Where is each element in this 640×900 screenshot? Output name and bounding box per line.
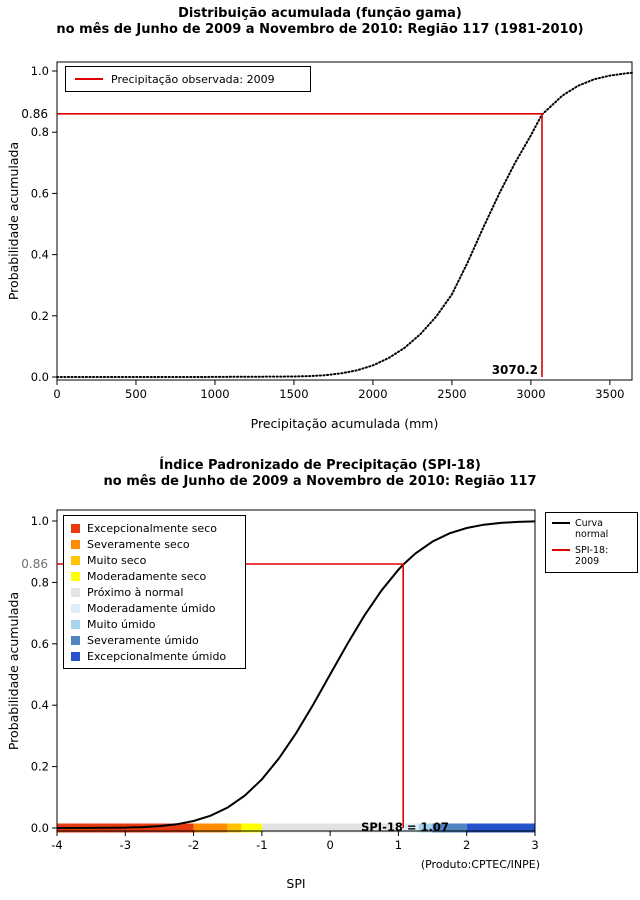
red-line-sample: [552, 549, 570, 551]
category-label: Próximo à normal: [87, 585, 184, 599]
legend-item-muito-umido: Muito úmido: [64, 616, 245, 632]
spi-category-bar-segment: [241, 823, 262, 833]
x-tick-label: -1: [256, 838, 267, 852]
spi-line-legend: Curva normal SPI-18: 2009: [545, 512, 638, 573]
category-label: Muito seco: [87, 553, 147, 567]
category-swatch: [71, 619, 80, 629]
chart2-y-axis-label: Probabilidade acumulada: [6, 591, 21, 751]
category-swatch: [71, 523, 80, 533]
category-swatch: [71, 587, 80, 597]
category-swatch: [71, 539, 80, 549]
line-legend-label: Curva normal: [575, 518, 609, 540]
x-tick-label: 500: [125, 387, 147, 401]
chart1-x-axis-label: Precipitação acumulada (mm): [250, 416, 439, 431]
chart1-subtitle: no mês de Junho de 2009 a Novembro de 20…: [56, 22, 584, 37]
spi-category-bar-segment: [466, 823, 535, 833]
legend-item-proximo-a-normal: Próximo à normal: [64, 584, 245, 600]
category-label: Excepcionalmente úmido: [87, 649, 227, 663]
y-tick-label: 0.8: [31, 125, 49, 139]
red-line-sample: [75, 78, 103, 80]
y-tick-label: 1.0: [31, 514, 49, 528]
plot-border: [56, 61, 633, 381]
black-line-sample: [552, 522, 570, 524]
spi-category-bar-segment: [261, 823, 399, 833]
chart1-title: Distribuição acumulada (função gama): [178, 6, 462, 21]
spi-category-bar-segment: [193, 823, 228, 833]
category-swatch: [71, 651, 80, 661]
y-tick-label: 0.6: [31, 637, 49, 651]
y-tick-label: 0.0: [31, 821, 49, 835]
category-label: Severamente úmido: [87, 633, 199, 647]
category-swatch: [71, 571, 80, 581]
spi-category-legend: Excepcionalmente seco Severamente seco M…: [63, 515, 246, 669]
category-label: Moderadamente úmido: [87, 601, 216, 615]
y-tick-label: 0.0: [31, 370, 49, 384]
product-credit: (Produto:CPTEC/INPE): [420, 858, 540, 871]
y-tick-label: 0.4: [31, 698, 49, 712]
legend-item-muito-seco: Muito seco: [64, 552, 245, 568]
chart1-probability-annotation: 0.86: [21, 107, 48, 121]
category-swatch: [71, 555, 80, 565]
chart2-title: Índice Padronizado de Precipitação (SPI-…: [159, 458, 481, 473]
y-tick-label: 0.2: [31, 309, 49, 323]
cdf-curve: [56, 71, 633, 378]
spi-category-bar-segment: [227, 823, 242, 833]
x-tick-label: -2: [188, 838, 199, 852]
chart1-y-axis-label: Probabilidade acumulada: [6, 141, 21, 301]
legend-item-curva-normal: Curva normal: [552, 518, 631, 540]
x-tick-label: 2000: [358, 387, 387, 401]
x-tick-label: 0: [53, 387, 60, 401]
plot-border: [56, 509, 536, 832]
chart1-legend: Precipitação observada: 2009: [65, 66, 311, 92]
category-label: Moderadamente seco: [87, 569, 207, 583]
chart2-subtitle: no mês de Junho de 2009 a Novembro de 20…: [103, 474, 537, 489]
category-swatch: [71, 603, 80, 613]
gamma-cdf-plot: 0 500 1000 1500 2000 2500 3000 3500 0.0 0.2 0.4 0.6…: [31, 61, 633, 401]
y-tick-label: 0.6: [31, 186, 49, 200]
y-tick-label: 0.4: [31, 248, 49, 262]
spi-category-bar-segment: [418, 823, 433, 833]
category-label: Excepcionalmente seco: [87, 521, 217, 535]
category-label: Severamente seco: [87, 537, 190, 551]
x-tick-label: -4: [51, 838, 62, 852]
spi-category-bar-segment: [432, 823, 467, 833]
legend-item-excepcionalmente-umido: Excepcionalmente úmido: [64, 648, 245, 664]
legend-item-severamente-seco: Severamente seco: [64, 536, 245, 552]
x-tick-label: 3500: [595, 387, 624, 401]
category-label: Muito úmido: [87, 617, 156, 631]
spi-value-annotation: SPI-18 = 1.07: [361, 820, 449, 834]
cdf-curve: [56, 520, 536, 829]
legend-item-severamente-umido: Severamente úmido: [64, 632, 245, 648]
y-tick-label: 0.2: [31, 760, 49, 774]
x-tick-label: 3: [531, 838, 538, 852]
line-legend-label: SPI-18: 2009: [575, 545, 609, 567]
chart2-x-axis-label: SPI: [286, 876, 306, 891]
x-tick-label: 2500: [437, 387, 466, 401]
chart2-probability-annotation: 0.86: [21, 557, 48, 571]
y-tick-label: 1.0: [31, 64, 49, 78]
x-tick-label: 0: [326, 838, 333, 852]
legend-item-moderadamente-seco: Moderadamente seco: [64, 568, 245, 584]
indicator-lines: [57, 113, 543, 377]
x-tick-label: 1000: [200, 387, 229, 401]
legend-item-moderadamente-umido: Moderadamente úmido: [64, 600, 245, 616]
x-tick-label: 1: [395, 838, 402, 852]
y-tick-label: 0.8: [31, 575, 49, 589]
x-tick-label: -3: [120, 838, 131, 852]
category-swatch: [71, 635, 80, 645]
x-tick-label: 1500: [279, 387, 308, 401]
legend-item-spi18-2009: SPI-18: 2009: [552, 545, 631, 567]
spi-category-bar-segment: [398, 823, 419, 833]
x-tick-label: 2: [463, 838, 470, 852]
chart1-legend-label: Precipitação observada: 2009: [111, 72, 275, 86]
chart1-precip-annotation: 3070.2: [491, 363, 538, 377]
legend-item-excepcionalmente-seco: Excepcionalmente seco: [64, 520, 245, 536]
x-tick-label: 3000: [516, 387, 545, 401]
